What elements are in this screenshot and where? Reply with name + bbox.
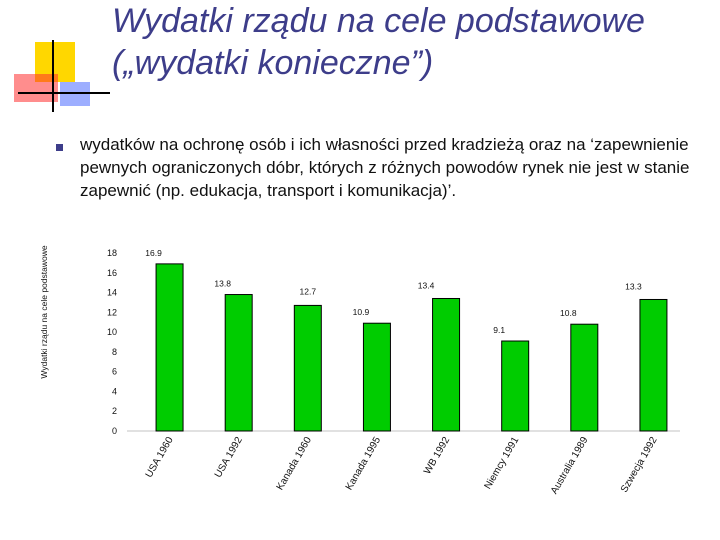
bar-value-label: 10.9 [353, 307, 370, 317]
bullet-text: wydatków na ochronę osób i ich własności… [80, 135, 690, 200]
decor-blue-square [60, 82, 90, 106]
bar [639, 298, 668, 432]
bar [432, 297, 461, 432]
slide-title-line2: („wydatki konieczne”) [112, 44, 434, 82]
bar-value-label: 13.4 [418, 280, 435, 290]
decor-vertical-line [52, 40, 54, 112]
bar [224, 294, 253, 432]
bar [155, 263, 184, 432]
bar [570, 323, 599, 432]
slide-title-line1: Wydatki rządu na cele podstawowe [112, 2, 645, 40]
y-tick-label: 18 [107, 248, 117, 258]
x-tick-label: USA 1960 [144, 435, 176, 480]
x-tick-label: Szwecja 1992 [619, 435, 660, 495]
bar [362, 322, 391, 432]
x-tick-label: Australia 1989 [549, 435, 591, 496]
bar-value-label: 12.7 [300, 286, 317, 296]
y-tick-label: 6 [112, 367, 117, 377]
slide-title: Wydatki rządu na cele podstawowe („wydat… [112, 0, 712, 84]
decor-horizontal-line [18, 92, 110, 94]
y-tick-label: 2 [112, 406, 117, 416]
y-tick-label: 12 [107, 307, 117, 317]
bar [501, 340, 530, 432]
y-tick-label: 14 [107, 288, 117, 298]
y-tick-label: 4 [112, 386, 117, 396]
x-tick-label: Niemcy 1991 [483, 435, 522, 491]
x-tick-label: Kanada 1960 [275, 435, 314, 492]
y-tick-label: 8 [112, 347, 117, 357]
x-tick-label: Kanada 1995 [344, 435, 383, 492]
bar-value-label: 13.3 [625, 281, 642, 291]
bar-value-label: 13.8 [214, 279, 231, 289]
bullet-square-icon [56, 144, 63, 151]
decor-red-square [14, 74, 58, 102]
bar [293, 304, 322, 432]
y-tick-label: 16 [107, 268, 117, 278]
bar-value-label: 16.9 [145, 248, 162, 258]
bar-value-label: 10.8 [560, 308, 577, 318]
y-tick-label: 0 [112, 426, 117, 436]
bar-value-label: 9.1 [493, 325, 505, 335]
y-tick-label: 10 [107, 327, 117, 337]
y-axis-label: Wydatki rządu na cele podstawowe [39, 245, 49, 378]
x-tick-label: USA 1992 [213, 435, 245, 480]
x-tick-label: WB 1992 [422, 435, 452, 477]
